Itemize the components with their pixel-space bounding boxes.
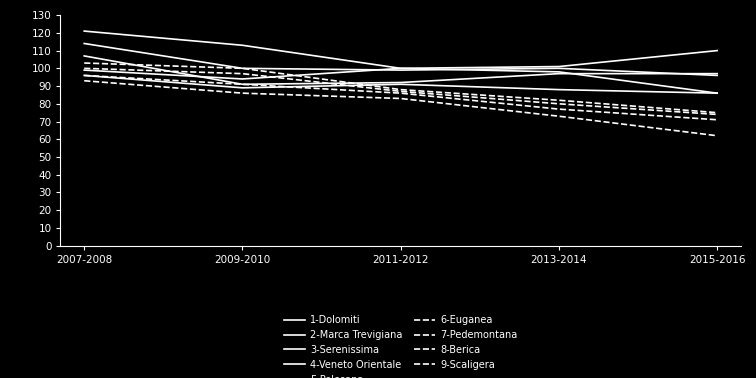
8-Berica: [396, 91, 405, 95]
6-Euganea: [79, 61, 88, 65]
1-Dolomiti: [713, 48, 722, 53]
3-Serenissima: [554, 71, 563, 76]
8-Berica: [713, 118, 722, 122]
9-Scaligera: [79, 79, 88, 83]
9-Scaligera: [554, 114, 563, 118]
5-Polesana: [396, 82, 405, 87]
7-Pedemontana: [713, 112, 722, 117]
7-Pedemontana: [554, 102, 563, 106]
7-Pedemontana: [396, 89, 405, 94]
2-Marca Trevigiana: [79, 41, 88, 46]
2-Marca Trevigiana: [554, 66, 563, 71]
9-Scaligera: [713, 133, 722, 138]
Line: 5-Polesana: 5-Polesana: [84, 76, 717, 93]
Line: 1-Dolomiti: 1-Dolomiti: [84, 31, 717, 68]
6-Euganea: [396, 87, 405, 92]
5-Polesana: [713, 91, 722, 95]
3-Serenissima: [396, 80, 405, 85]
2-Marca Trevigiana: [238, 66, 247, 71]
Line: 2-Marca Trevigiana: 2-Marca Trevigiana: [84, 43, 717, 76]
6-Euganea: [238, 66, 247, 71]
3-Serenissima: [238, 82, 247, 87]
Line: 4-Veneto Orientale: 4-Veneto Orientale: [84, 68, 717, 93]
Line: 7-Pedemontana: 7-Pedemontana: [84, 68, 717, 115]
5-Polesana: [79, 73, 88, 78]
2-Marca Trevigiana: [713, 73, 722, 78]
8-Berica: [554, 107, 563, 112]
1-Dolomiti: [396, 66, 405, 71]
Line: 9-Scaligera: 9-Scaligera: [84, 81, 717, 136]
9-Scaligera: [396, 96, 405, 101]
8-Berica: [238, 82, 247, 87]
1-Dolomiti: [238, 43, 247, 48]
4-Veneto Orientale: [238, 77, 247, 81]
8-Berica: [79, 73, 88, 78]
7-Pedemontana: [238, 71, 247, 76]
9-Scaligera: [238, 91, 247, 95]
5-Polesana: [238, 85, 247, 90]
3-Serenissima: [79, 54, 88, 58]
4-Veneto Orientale: [396, 66, 405, 71]
Line: 6-Euganea: 6-Euganea: [84, 63, 717, 113]
1-Dolomiti: [554, 64, 563, 69]
Line: 3-Serenissima: 3-Serenissima: [84, 56, 717, 84]
1-Dolomiti: [79, 29, 88, 33]
4-Veneto Orientale: [79, 68, 88, 72]
6-Euganea: [713, 110, 722, 115]
2-Marca Trevigiana: [396, 68, 405, 72]
3-Serenissima: [713, 71, 722, 76]
4-Veneto Orientale: [713, 91, 722, 95]
5-Polesana: [554, 87, 563, 92]
4-Veneto Orientale: [554, 70, 563, 74]
Legend: 1-Dolomiti, 2-Marca Trevigiana, 3-Serenissima, 4-Veneto Orientale, 5-Polesana, 6: 1-Dolomiti, 2-Marca Trevigiana, 3-Sereni…: [284, 315, 518, 378]
6-Euganea: [554, 98, 563, 102]
Line: 8-Berica: 8-Berica: [84, 76, 717, 120]
7-Pedemontana: [79, 66, 88, 71]
